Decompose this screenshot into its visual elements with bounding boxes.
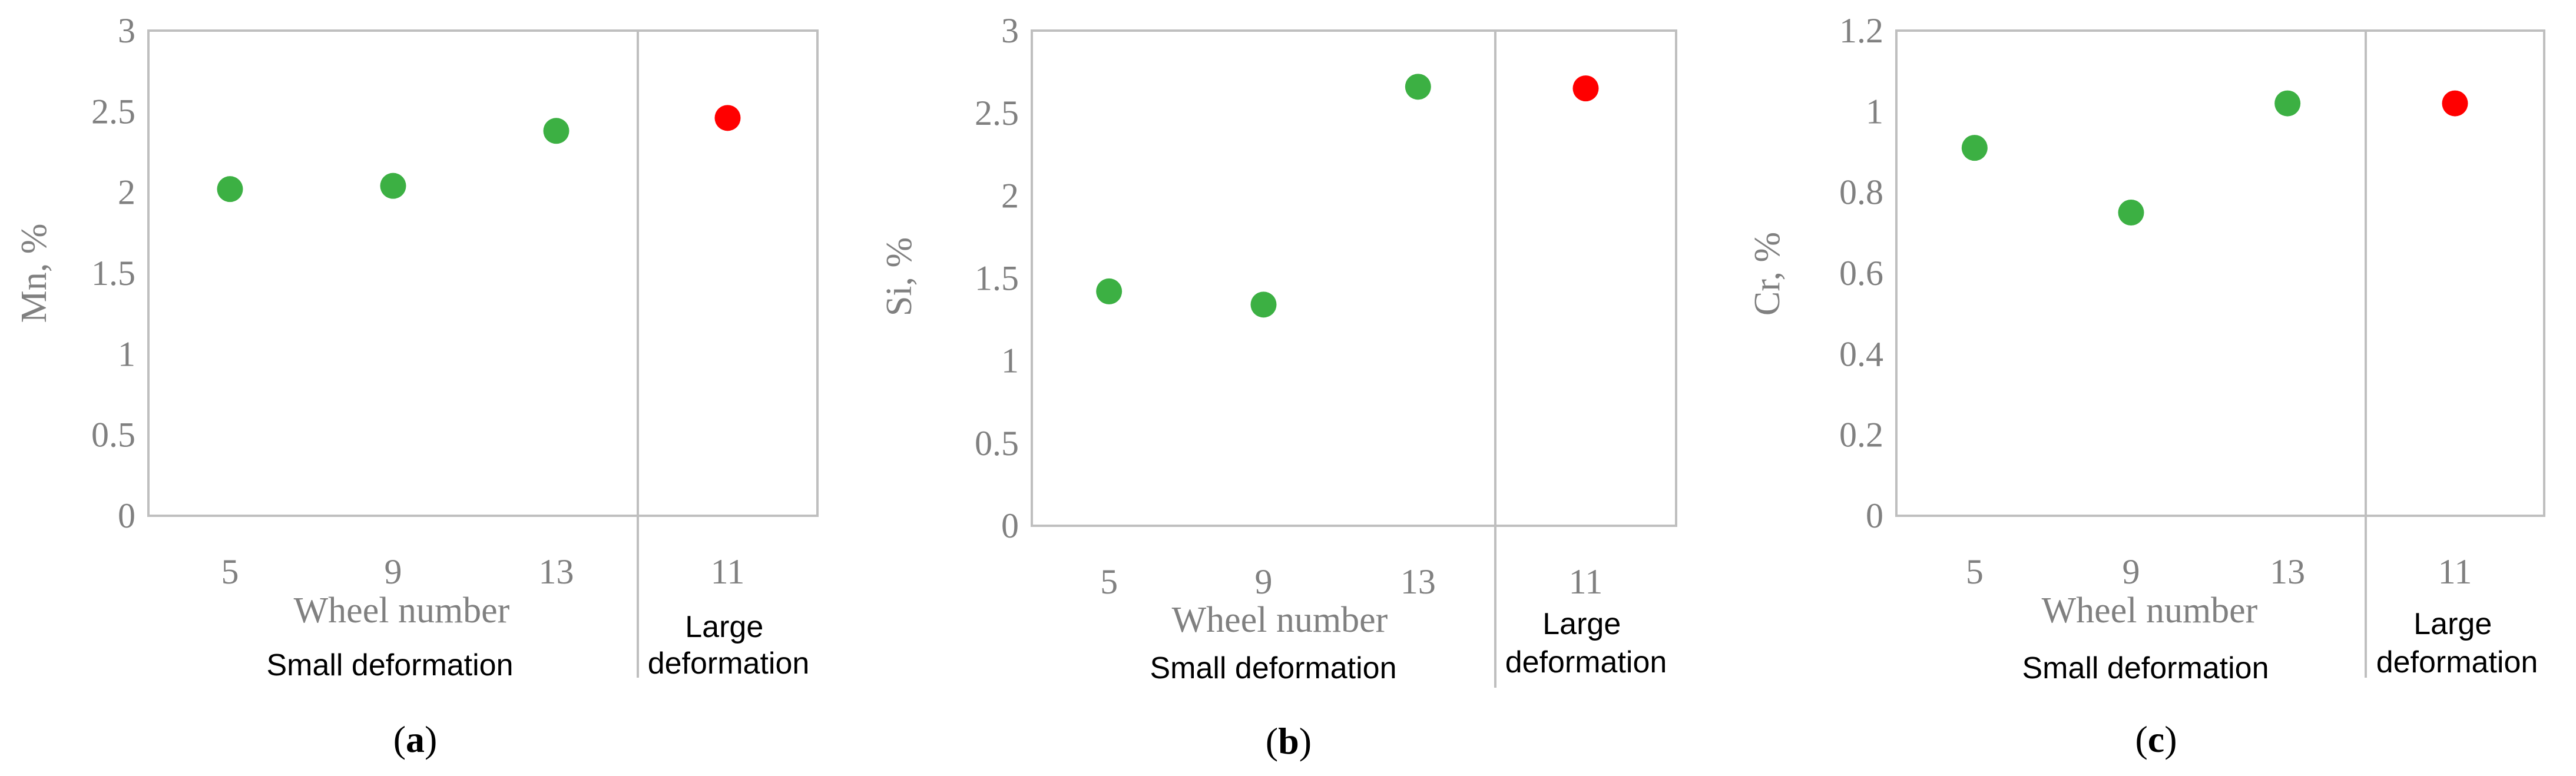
group-label-large-c: Large deformation xyxy=(2376,607,2538,679)
y-axis-title-c: Cr, % xyxy=(1747,232,1787,316)
y-tick-label-a: 1.5 xyxy=(91,254,135,293)
data-point-a-wheel-13 xyxy=(543,118,569,144)
group-label-large-line1-a: Large xyxy=(685,610,763,644)
data-point-c-wheel-11 xyxy=(2442,90,2468,117)
x-tick-label-a: 13 xyxy=(539,552,574,591)
y-tick-label-c: 0.6 xyxy=(1839,254,1883,293)
panel-letter-a: a xyxy=(406,718,425,760)
data-point-b-wheel-9 xyxy=(1250,291,1277,318)
group-label-small-c: Small deformation xyxy=(2022,651,2269,685)
x-tick-label-b: 13 xyxy=(1400,562,1436,601)
data-point-b-wheel-11 xyxy=(1572,75,1599,102)
panel-b: Si, % Wheel number Small deformation Lar… xyxy=(859,0,1717,776)
x-axis-title-c: Wheel number xyxy=(2042,591,2258,631)
group-label-large-line2-b: deformation xyxy=(1505,645,1667,679)
y-tick-label-b: 2.5 xyxy=(975,94,1019,132)
data-point-c-wheel-5 xyxy=(1961,135,1988,161)
panel-letter-b: b xyxy=(1278,720,1299,762)
data-point-a-wheel-9 xyxy=(380,173,406,199)
y-tick-label-a: 3 xyxy=(118,11,135,50)
data-point-a-wheel-5 xyxy=(217,176,243,203)
group-label-large-line2-c: deformation xyxy=(2376,645,2538,679)
data-point-b-wheel-5 xyxy=(1096,278,1123,304)
data-point-c-wheel-13 xyxy=(2274,90,2301,117)
y-tick-label-b: 1 xyxy=(1001,341,1019,380)
y-tick-label-a: 0 xyxy=(118,496,135,535)
y-tick-label-b: 3 xyxy=(1001,11,1019,50)
x-tick-label-b: 5 xyxy=(1100,562,1118,601)
x-tick-label-a: 9 xyxy=(385,552,402,591)
x-tick-label-a: 5 xyxy=(221,552,239,591)
group-label-large-line2-a: deformation xyxy=(648,646,810,681)
chart-c: Cr, % Wheel number Small deformation Lar… xyxy=(1747,11,2545,760)
x-axis-title-a: Wheel number xyxy=(294,591,510,631)
group-label-small-b: Small deformation xyxy=(1150,651,1396,685)
panel-label-c: (c) xyxy=(2135,718,2177,760)
y-tick-label-b: 2 xyxy=(1001,176,1019,215)
plot-frame-b xyxy=(1031,29,1677,527)
y-tick-label-b: 0.5 xyxy=(975,424,1019,463)
y-tick-label-c: 0.4 xyxy=(1839,334,1883,373)
panel-c: Cr, % Wheel number Small deformation Lar… xyxy=(1717,0,2576,776)
y-tick-label-a: 2.5 xyxy=(91,92,135,131)
group-label-large-a: Large deformation xyxy=(648,610,810,681)
x-tick-label-b: 11 xyxy=(1569,562,1603,601)
group-label-large-b: Large deformation xyxy=(1505,607,1667,679)
plot-frame-c xyxy=(1895,29,2545,517)
data-point-b-wheel-13 xyxy=(1405,74,1431,100)
x-tick-label-c: 13 xyxy=(2270,552,2305,591)
x-tick-label-c: 11 xyxy=(2438,552,2472,591)
panel-label-a: (a) xyxy=(393,718,438,760)
y-tick-label-b: 1.5 xyxy=(975,259,1019,298)
y-tick-label-b: 0 xyxy=(1001,506,1019,545)
y-tick-label-c: 0.2 xyxy=(1839,416,1883,455)
y-tick-label-a: 2 xyxy=(118,173,135,212)
y-tick-label-c: 0.8 xyxy=(1839,173,1883,212)
y-tick-label-c: 1.2 xyxy=(1839,11,1883,50)
panel-label-b: (b) xyxy=(1266,720,1312,762)
x-tick-label-b: 9 xyxy=(1255,562,1273,601)
group-label-large-line1-c: Large xyxy=(2413,607,2492,641)
data-point-c-wheel-9 xyxy=(2118,200,2144,225)
group-label-small-a: Small deformation xyxy=(266,648,513,682)
x-tick-label-c: 5 xyxy=(1966,552,1984,591)
y-tick-label-a: 0.5 xyxy=(91,416,135,455)
panel-letter-c: c xyxy=(2148,718,2164,760)
data-point-a-wheel-11 xyxy=(714,105,741,131)
y-tick-label-a: 1 xyxy=(118,334,135,373)
panel-a: Mn, % Wheel number Small deformation Lar… xyxy=(0,0,859,776)
chart-b: Si, % Wheel number Small deformation Lar… xyxy=(879,11,1677,762)
group-label-large-line1-b: Large xyxy=(1542,607,1621,641)
x-tick-label-c: 9 xyxy=(2123,552,2140,591)
x-tick-label-a: 11 xyxy=(711,552,745,591)
y-axis-title-a: Mn, % xyxy=(14,224,54,323)
chart-a: Mn, % Wheel number Small deformation Lar… xyxy=(14,11,819,760)
y-tick-label-c: 0 xyxy=(1866,496,1883,535)
y-tick-label-c: 1 xyxy=(1866,92,1883,131)
x-axis-title-b: Wheel number xyxy=(1172,600,1388,640)
y-axis-title-b: Si, % xyxy=(879,237,919,316)
plot-frame-a xyxy=(147,29,819,517)
